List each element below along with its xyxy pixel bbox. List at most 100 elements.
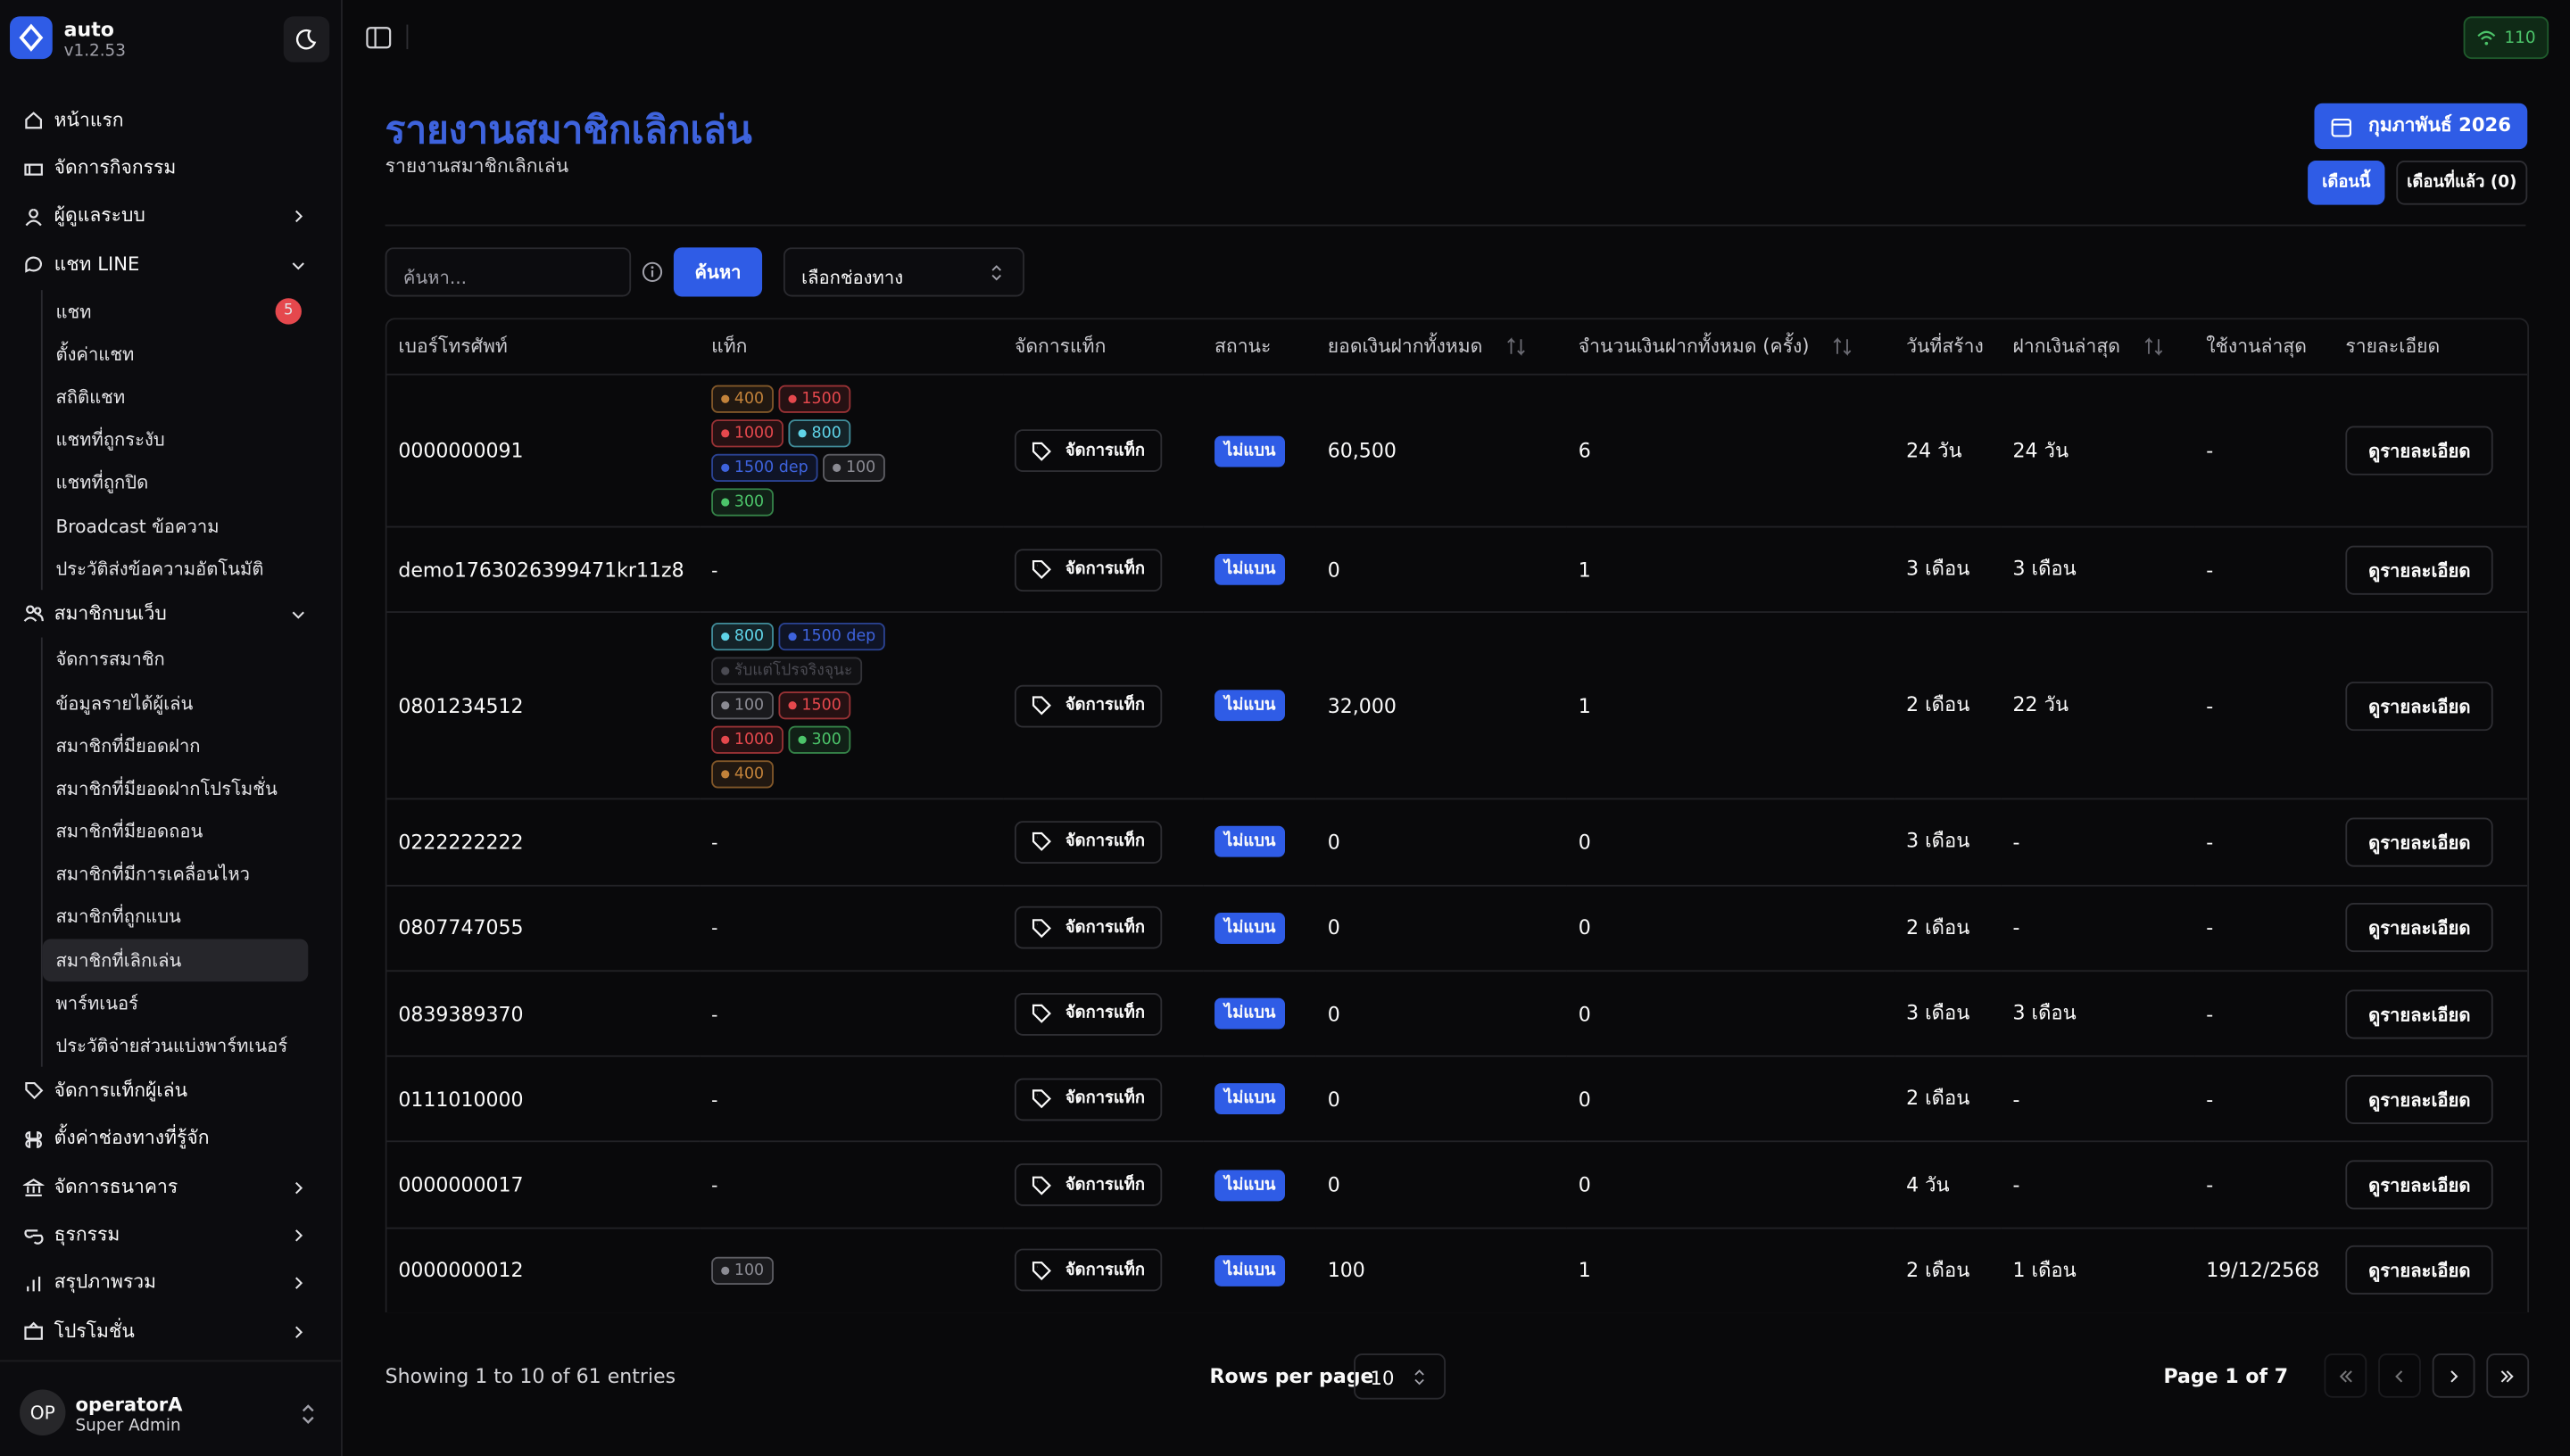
channel-select[interactable]: เลือกช่องทาง [783, 247, 1024, 297]
detail-button[interactable]: ดูรายละเอียด [2345, 903, 2494, 953]
column-header[interactable]: จำนวนเงินฝากทั้งหมด (ครั้ง) [1566, 319, 1895, 376]
nav-sublabel: สมาชิกที่ถูกแบน [55, 906, 181, 929]
detail-button[interactable]: ดูรายละเอียด [2345, 1245, 2494, 1295]
nav-chevron-path [292, 262, 304, 270]
detail-button[interactable]: ดูรายละเอียด [2345, 681, 2494, 731]
nav-subitem[interactable]: สมาชิกที่มียอดฝากโปรโมชั่น [43, 766, 309, 809]
status-cell: ไม่แบน [1203, 374, 1316, 528]
search-button[interactable]: ค้นหา [673, 247, 763, 297]
nav-subitem[interactable]: พาร์ทเนอร์ [43, 981, 309, 1024]
nav-subitem[interactable]: แชทที่ถูกปิด [43, 461, 309, 504]
this-month-button[interactable]: เดือนนี้ [2308, 161, 2385, 205]
nav-subitem[interactable]: จัดการสมาชิก [43, 638, 309, 681]
nav-subitem[interactable]: สมาชิกที่มียอดฝาก [43, 724, 309, 766]
detail-button[interactable]: ดูรายละเอียด [2345, 817, 2494, 867]
nav-item[interactable]: แชท LINE [10, 241, 331, 289]
nav-subitem[interactable]: ประวัติส่งข้อความอัตโนมัติ [43, 547, 309, 590]
nav-subitem[interactable]: ประวัติจ่ายส่วนแบ่งพาร์ทเนอร์ [43, 1024, 309, 1067]
nav-item[interactable]: หน้าแรก [10, 96, 331, 145]
column-header: แท็ก [700, 319, 1004, 376]
topbar-divider [406, 24, 409, 50]
theme-toggle[interactable] [283, 16, 330, 62]
info-icon[interactable] [641, 261, 664, 284]
deposit-total-cell: 0 [1315, 885, 1567, 972]
nav-item[interactable]: จัดการแท็กผู้เล่น [10, 1067, 331, 1115]
status-cell: ไม่แบน [1203, 612, 1316, 800]
manage-tag-button[interactable]: จัดการแท็ก [1014, 1163, 1162, 1207]
nav-item[interactable]: จัดการกิจกรรม [10, 145, 331, 193]
tags-cell: - [700, 971, 1004, 1058]
last-deposit-cell: - [2001, 1142, 2195, 1229]
column-header[interactable]: ยอดเงินฝากทั้งหมด [1315, 319, 1567, 376]
brand-version: v1.2.53 [63, 42, 126, 61]
nav-subitem[interactable]: สมาชิกที่ถูกแบน [43, 896, 309, 939]
nav-item[interactable]: จัดการธนาคาร [10, 1163, 331, 1212]
nav-sublabel: Broadcast ข้อความ [55, 515, 220, 537]
manage-tag-button[interactable]: จัดการแท็ก [1014, 821, 1162, 864]
nav-item[interactable]: สมาชิกบนเว็บ [10, 590, 331, 638]
tags-cell: 400 1500 1000 800 1500 dep 100 300 [700, 374, 1004, 528]
tag-icon-path [1032, 1261, 1051, 1280]
page-button[interactable] [2378, 1353, 2421, 1398]
nav-sublabel: สถิติแชท [55, 386, 126, 409]
manage-tag-button[interactable]: จัดการแท็ก [1014, 429, 1162, 472]
nav-item[interactable]: ธุรกรรม [10, 1212, 331, 1260]
sidebar-toggle[interactable] [366, 26, 392, 49]
manage-tag-button[interactable]: จัดการแท็ก [1014, 1078, 1162, 1121]
manage-tag-label: จัดการแท็ก [1065, 697, 1145, 716]
nav-icon-path [27, 1276, 41, 1292]
nav-label: ตั้งค่าช่องทางที่รู้จัก [54, 1126, 210, 1149]
nav-subitem[interactable]: แชทที่ถูกระงับ [43, 418, 309, 461]
page-button[interactable] [2324, 1353, 2367, 1398]
deposit-count-cell: 0 [1566, 1056, 1895, 1144]
nav-subitem[interactable]: สมาชิกที่มีการเคลื่อนไหว [43, 852, 309, 895]
search-input[interactable]: ค้นหา... [385, 247, 632, 297]
column-header[interactable]: ฝากเงินล่าสุด [2001, 319, 2195, 376]
manage-tag-button[interactable]: จัดการแท็ก [1014, 992, 1162, 1035]
tags-cell: - [700, 885, 1004, 972]
manage-tag-button[interactable]: จัดการแท็ก [1014, 1249, 1162, 1293]
nav-subitem[interactable]: สมาชิกที่มียอดถอน [43, 809, 309, 852]
user-menu-icon[interactable] [300, 1402, 316, 1426]
manage-tag-button[interactable]: จัดการแท็ก [1014, 684, 1162, 728]
last-deposit-cell: - [2001, 885, 2195, 972]
nav-item[interactable]: ผู้ดูแลระบบ [10, 193, 331, 241]
nav-item[interactable]: โปรโมชั่น [10, 1308, 331, 1356]
deposit-count-cell: 0 [1566, 885, 1895, 972]
manage-tag-cell: จัดการแท็ก [1003, 1056, 1204, 1144]
page-button[interactable] [2486, 1353, 2530, 1398]
nav-subitem[interactable]: แชท 5 [43, 289, 309, 332]
nav-subitem[interactable]: สมาชิกที่เลิกเล่น [42, 938, 309, 981]
header-divider [385, 224, 2526, 227]
nav-item[interactable]: สรุปภาพรวม [10, 1260, 331, 1308]
manage-tag-cell: จัดการแท็ก [1003, 526, 1204, 614]
detail-button[interactable]: ดูรายละเอียด [2345, 426, 2494, 476]
tag-icon [1032, 1175, 1051, 1195]
deposit-count-cell: 1 [1566, 612, 1895, 800]
nav-icon-path [25, 1082, 44, 1100]
tag-label: 1500 dep [734, 459, 808, 477]
nav-item[interactable]: ตั้งค่าช่องทางที่รู้จัก [10, 1115, 331, 1163]
nav-icon-path [24, 1322, 43, 1341]
nav-subitem[interactable]: ข้อมูลรายได้ผู้เล่น [43, 681, 309, 724]
month-picker[interactable]: กุมภาพันธ์ 2026 [2314, 103, 2528, 150]
members-table: เบอร์โทรศัพท์ แท็ก จัดการแท็ก สถานะ ยอดเงินฝ… [386, 319, 2528, 1313]
last-month-button[interactable]: เดือนที่แล้ว (0) [2396, 161, 2528, 205]
nav-subitem[interactable]: ตั้งค่าแชท [43, 332, 309, 375]
detail-button[interactable]: ดูรายละเอียด [2345, 1160, 2494, 1210]
nav-subitem[interactable]: สถิติแชท [43, 375, 309, 418]
manage-tag-button[interactable]: จัดการแท็ก [1014, 906, 1162, 949]
tags-empty: - [711, 559, 718, 582]
detail-button[interactable]: ดูรายละเอียด [2345, 544, 2494, 595]
manage-tag-label: จัดการแท็ก [1065, 560, 1145, 579]
detail-button[interactable]: ดูรายละเอียด [2345, 1074, 2494, 1124]
rows-per-page-select[interactable]: 10 [1354, 1353, 1447, 1400]
manage-tag-button[interactable]: จัดการแท็ก [1014, 548, 1162, 592]
page-button[interactable] [2432, 1353, 2475, 1398]
table-body: 0000000091 400 1500 1000 800 1500 dep 100 300 จั… [386, 374, 2528, 1313]
nav-icon-path [25, 257, 42, 274]
nav-subitem[interactable]: Broadcast ข้อความ [43, 504, 309, 547]
detail-button[interactable]: ดูรายละเอียด [2345, 989, 2494, 1038]
column-header: จัดการแท็ก [1003, 319, 1204, 376]
manage-tag-label: จัดการแท็ก [1065, 1004, 1145, 1023]
